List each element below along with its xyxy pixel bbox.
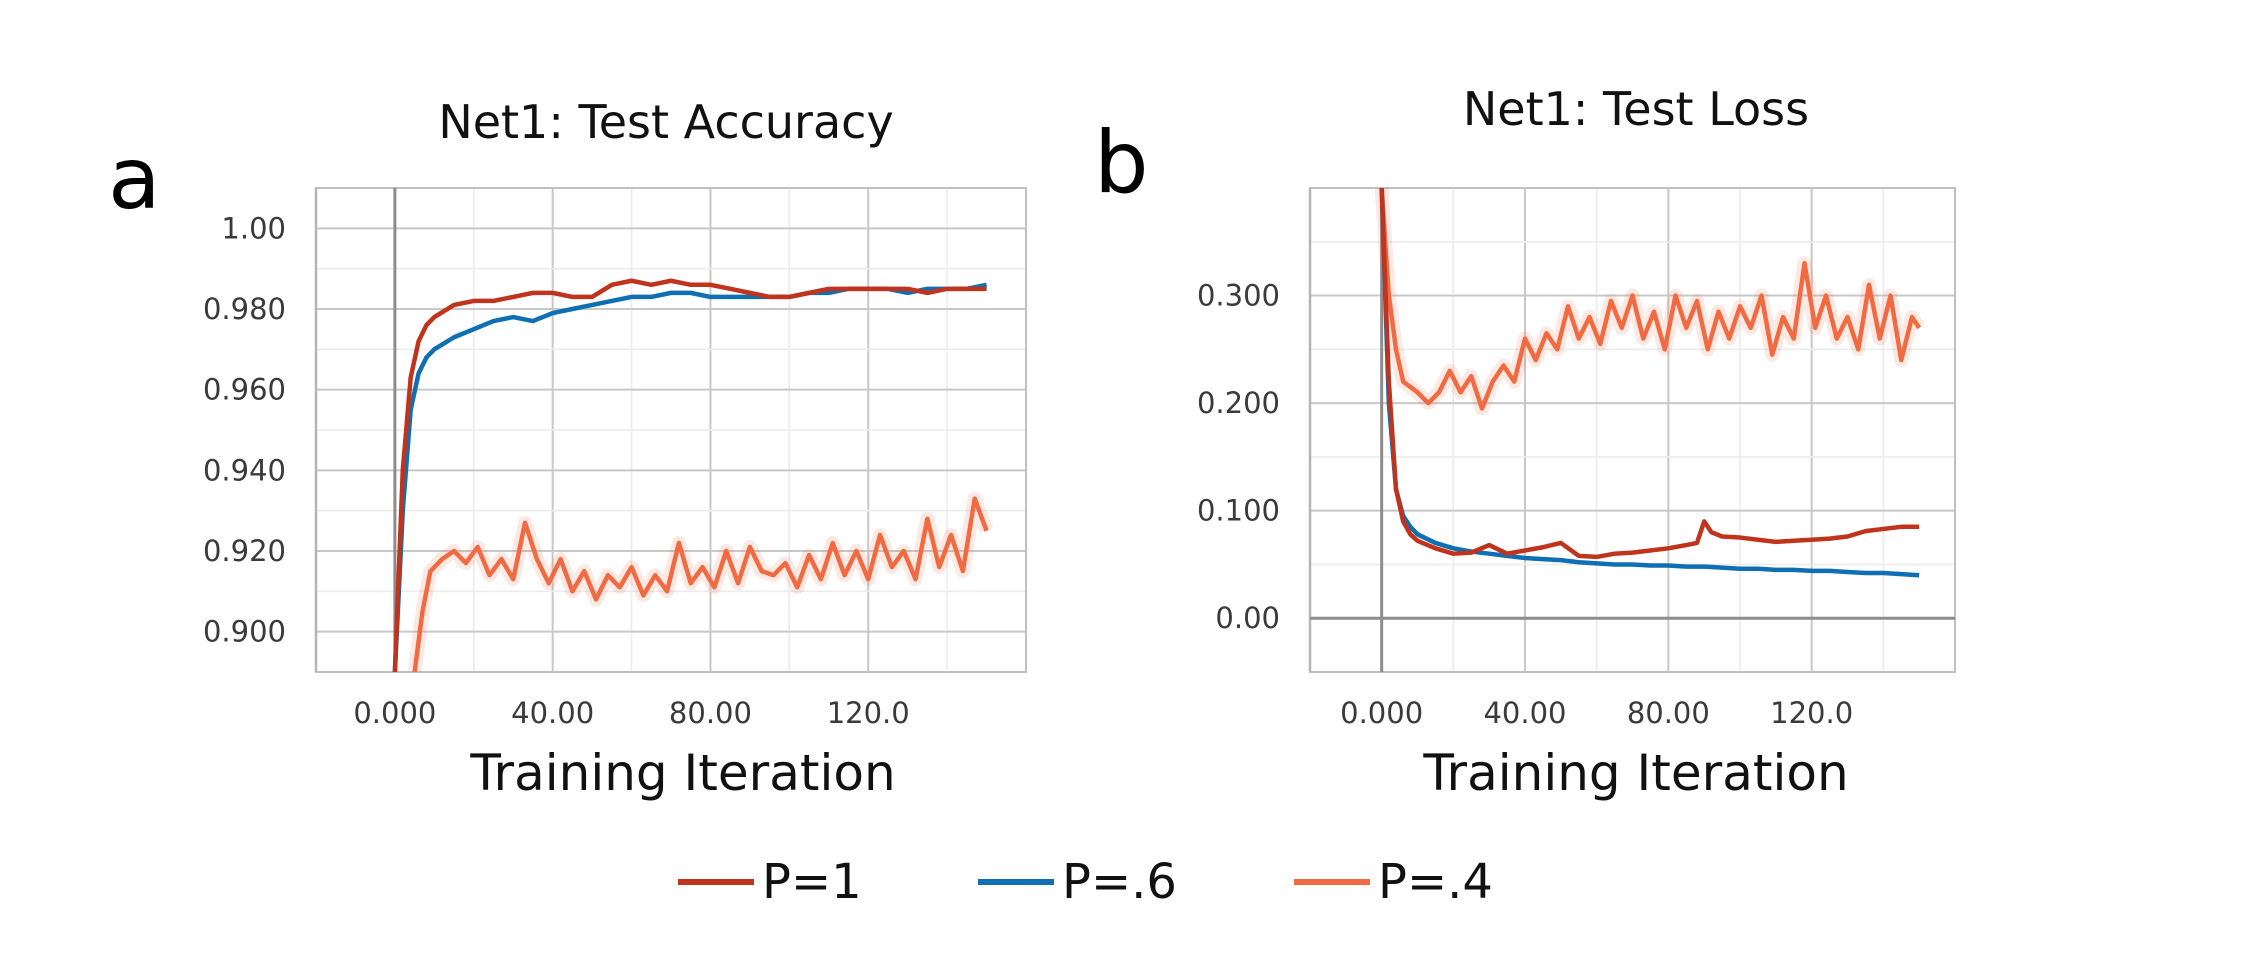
legend-label: P=1: [762, 854, 862, 910]
y-tick-label: 0.100: [1197, 494, 1280, 528]
x-tick-label: 0.000: [353, 696, 436, 730]
x-tick-label: 40.00: [511, 696, 594, 730]
panel-label: a: [108, 129, 161, 229]
series-line-P4: [412, 496, 989, 672]
legend: P=1 P=.6 P=.4: [678, 854, 1493, 910]
legend-label: P=.6: [1062, 854, 1177, 910]
series-shadow-p4: [1374, 187, 1925, 416]
chart-title: Net1: Test Loss: [1463, 82, 1809, 136]
series-shadow-p4: [407, 491, 994, 673]
y-tick-label: 0.00: [1215, 601, 1280, 635]
x-tick-label: 80.00: [669, 696, 752, 730]
panel-label: b: [1094, 113, 1149, 213]
chart-panel-a: 0.000 40.00 80.00 120.0 0.900 0.920 0.940 0.960…: [108, 95, 1027, 802]
y-tick-label: 0.200: [1197, 386, 1280, 420]
series-line-P6: [1379, 188, 1920, 578]
x-tick-label: 120.0: [827, 696, 910, 730]
series-line-P4: [1379, 188, 1922, 411]
y-tick-label: 1.00: [221, 211, 286, 245]
x-tick-label: 80.00: [1627, 696, 1710, 730]
y-tick-label: 0.300: [1197, 279, 1280, 313]
y-tick-label: 0.920: [203, 534, 286, 568]
series-line-P6: [392, 282, 988, 672]
y-tick-label: 0.960: [203, 373, 286, 407]
plot-frame: [1309, 187, 1956, 673]
chart-title: Net1: Test Accuracy: [438, 95, 893, 149]
y-tick-label: 0.980: [203, 292, 286, 326]
y-tick-label: 0.940: [203, 453, 286, 487]
series-line-P1: [392, 278, 987, 672]
chart-panel-b: 0.000 40.00 80.00 120.0 0.00 0.100 0.200 0.300 N…: [1094, 82, 1956, 802]
legend-label: P=.4: [1378, 854, 1493, 910]
x-axis-label: Training Iteration: [1422, 744, 1848, 802]
x-tick-label: 0.000: [1340, 696, 1423, 730]
x-axis-label: Training Iteration: [469, 744, 895, 802]
x-tick-label: 120.0: [1770, 696, 1853, 730]
x-tick-label: 40.00: [1483, 696, 1566, 730]
y-tick-label: 0.900: [203, 615, 286, 649]
series-line-P1: [1379, 188, 1920, 560]
